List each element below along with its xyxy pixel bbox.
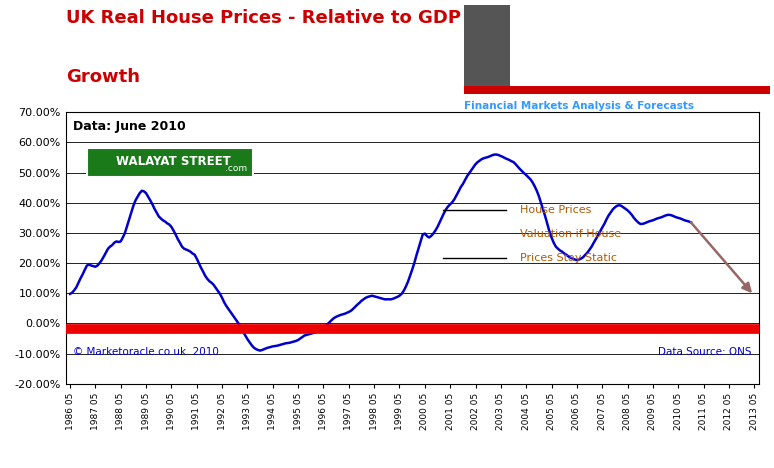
Bar [464, 87, 770, 94]
Text: Growth: Growth [66, 68, 140, 86]
Text: House Prices: House Prices [519, 205, 591, 215]
Text: WALAYAT STREET: WALAYAT STREET [115, 154, 231, 168]
Text: Financial Markets Analysis & Forecasts: Financial Markets Analysis & Forecasts [464, 101, 694, 110]
Text: MarketOracle.co.uk: MarketOracle.co.uk [565, 31, 718, 45]
Text: Data Source: ONS: Data Source: ONS [658, 347, 752, 357]
Text: UK Real House Prices - Relative to GDP: UK Real House Prices - Relative to GDP [66, 9, 461, 27]
Text: .com: .com [225, 164, 247, 173]
Text: Data: June 2010: Data: June 2010 [73, 120, 186, 133]
Text: © Marketoracle.co.uk  2010: © Marketoracle.co.uk 2010 [73, 347, 218, 357]
Text: Valuation if House: Valuation if House [519, 229, 621, 240]
Bar [87, 147, 253, 177]
Bar [464, 5, 510, 87]
Text: Prices Stay Static: Prices Stay Static [519, 253, 617, 263]
